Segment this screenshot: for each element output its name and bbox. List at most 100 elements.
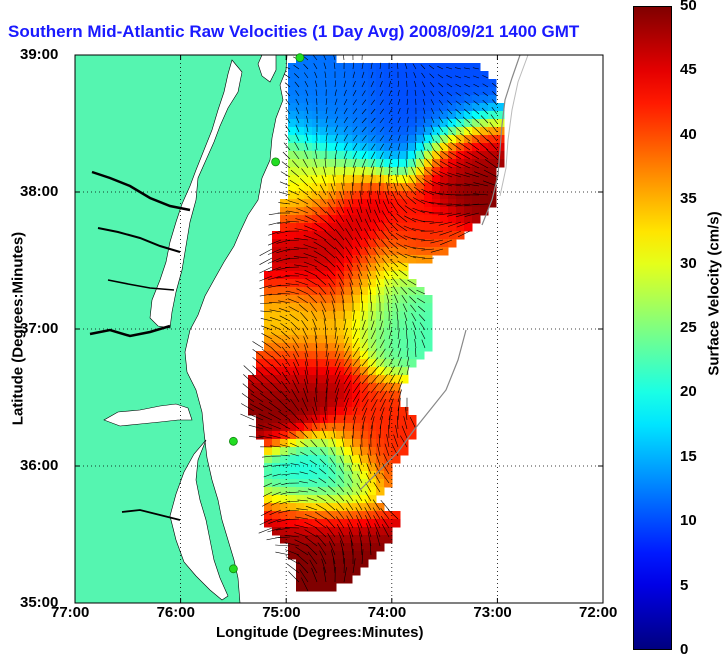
velocity-cell — [448, 63, 457, 72]
velocity-vector — [388, 339, 393, 349]
velocity-cell — [328, 319, 337, 328]
velocity-vector — [339, 456, 345, 466]
velocity-cell — [352, 503, 361, 512]
velocity-vector — [327, 533, 336, 547]
velocity-cell — [336, 223, 345, 232]
velocity-vector — [359, 190, 363, 205]
velocity-cell — [304, 463, 313, 472]
velocity-vector — [382, 200, 390, 214]
velocity-vector — [345, 228, 354, 241]
velocity-cell — [296, 567, 305, 576]
velocity-cell — [320, 511, 329, 520]
velocity-cell — [392, 183, 401, 192]
velocity-cell — [392, 375, 401, 384]
velocity-vector — [325, 335, 327, 349]
velocity-cell — [320, 119, 329, 128]
velocity-cell — [320, 383, 329, 392]
velocity-vector — [268, 293, 282, 296]
velocity-cell — [312, 231, 321, 240]
velocity-vector — [337, 273, 345, 286]
velocity-vector — [340, 291, 345, 304]
velocity-vector — [437, 124, 444, 133]
velocity-vector — [328, 467, 336, 475]
velocity-vector — [457, 230, 471, 238]
velocity-vector — [370, 311, 374, 322]
velocity-vector — [281, 371, 291, 385]
velocity-cell — [400, 255, 409, 264]
velocity-cell — [376, 543, 385, 552]
velocity-cell — [296, 575, 305, 584]
velocity-vector — [373, 247, 381, 259]
velocity-vector — [267, 423, 282, 430]
velocity-cell — [360, 263, 369, 272]
velocity-cell — [360, 63, 369, 72]
velocity-cell — [344, 567, 353, 576]
velocity-cell — [304, 583, 313, 592]
velocity-cell — [440, 87, 449, 96]
velocity-cell — [272, 407, 281, 416]
velocity-cell — [248, 391, 257, 400]
colorbar-tick-label: 0 — [680, 641, 689, 658]
velocity-cell — [288, 447, 297, 456]
velocity-vector — [337, 200, 345, 214]
velocity-cell — [296, 271, 305, 280]
velocity-cell — [400, 271, 409, 280]
velocity-vector — [370, 117, 376, 124]
velocity-vector — [285, 108, 291, 115]
velocity-vector — [397, 80, 400, 88]
velocity-cell — [296, 319, 305, 328]
velocity-vector — [423, 167, 435, 178]
velocity-cell — [448, 215, 457, 224]
velocity-cell — [328, 135, 337, 144]
velocity-cell — [360, 199, 369, 208]
velocity-cell — [336, 447, 345, 456]
velocity-vector — [282, 354, 291, 367]
velocity-cell — [368, 367, 377, 376]
velocity-cell — [392, 383, 401, 392]
velocity-vector — [310, 310, 318, 322]
velocity-vector — [275, 551, 291, 556]
velocity-vector — [346, 515, 354, 529]
velocity-vector — [397, 356, 402, 367]
velocity-vector — [446, 66, 453, 70]
velocity-vector — [408, 175, 417, 187]
velocity-vector — [380, 229, 390, 241]
velocity-vector — [453, 124, 462, 133]
velocity-cell — [488, 95, 497, 104]
velocity-vector — [400, 286, 408, 295]
velocity-cell — [328, 559, 337, 568]
velocity-cell — [352, 567, 361, 576]
velocity-cell — [368, 447, 377, 456]
velocity-cell — [336, 183, 345, 192]
velocity-cell — [344, 383, 353, 392]
velocity-vector — [303, 336, 309, 349]
velocity-cell — [360, 495, 369, 504]
velocity-vector — [294, 81, 300, 88]
velocity-cell — [368, 431, 377, 440]
velocity-vector — [314, 80, 318, 88]
velocity-cell — [304, 479, 313, 488]
velocity-cell — [288, 175, 297, 184]
velocity-vector — [295, 516, 309, 520]
velocity-vector — [304, 344, 309, 358]
velocity-cell — [424, 63, 433, 72]
velocity-cell — [328, 79, 337, 88]
velocity-cell — [288, 87, 297, 96]
velocity-vector — [241, 403, 255, 412]
velocity-vector — [331, 300, 336, 313]
velocity-vector — [386, 434, 390, 448]
velocity-vector — [352, 355, 361, 367]
velocity-cell — [320, 375, 329, 384]
velocity-vector — [352, 108, 358, 115]
velocity-cell — [408, 159, 417, 168]
colorbar-tick-label: 50 — [680, 0, 697, 14]
velocity-vector — [294, 141, 300, 151]
velocity-vector — [343, 426, 345, 439]
velocity-cell — [320, 463, 329, 472]
velocity-cell — [392, 399, 401, 408]
velocity-cell — [328, 463, 337, 472]
colorbar-tick-label: 25 — [680, 319, 697, 336]
velocity-cell — [408, 415, 417, 424]
velocity-vector — [275, 536, 291, 539]
velocity-cell — [264, 359, 273, 368]
